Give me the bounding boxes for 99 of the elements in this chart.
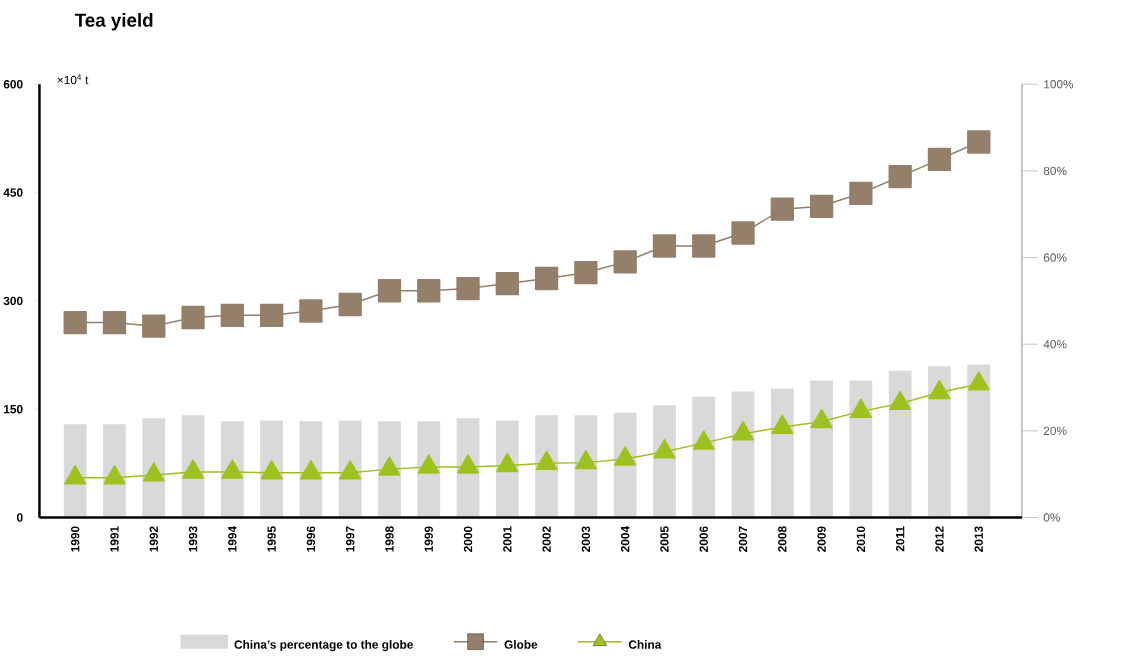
y2-tick-label: 80% [1043,166,1067,175]
bar [692,396,716,518]
x-tick-label: 1992 [149,526,158,552]
point [810,408,833,429]
point [377,279,402,303]
bar [810,380,833,518]
point [299,299,323,323]
y2-tick-label: 40% [1043,339,1067,349]
point [338,292,362,317]
point [260,459,283,480]
x-tick-label: 1995 [267,526,276,552]
point [457,454,480,474]
point [574,449,597,470]
x-tick-label: 1990 [71,526,80,552]
point [889,390,912,410]
legend-label: Globe [504,639,538,649]
point [142,462,165,482]
x-tick-label: 1998 [385,526,394,552]
x-tick-label: 1996 [306,526,316,552]
y-tick-label: 0 [16,513,23,522]
x-tick-label: 2006 [699,526,708,552]
y-tick-label: 450 [3,188,23,197]
y-axis-title: ×10$^{4}$ t [57,74,89,85]
x-tick-label: 1994 [228,525,237,552]
bar [613,412,637,518]
point [339,459,362,480]
point [142,314,166,338]
point [496,452,519,473]
bar [770,388,794,518]
point [102,310,127,335]
chart-title: Tea yield [74,12,153,31]
point [220,303,244,327]
point [181,305,205,330]
x-tick-label: 2004 [620,525,630,552]
point [849,181,873,205]
legend-label: China [628,639,662,649]
x-tick-label: 2002 [542,526,551,552]
point [221,459,244,479]
x-tick-label: 1991 [110,526,119,552]
point [63,310,87,335]
x-tick-label: 2008 [778,526,787,552]
x-tick-label: 1993 [188,526,198,552]
point [103,465,126,485]
x-tick-label: 2007 [738,526,748,552]
point [495,271,519,296]
legend-label: China’s percentage to the globe [234,639,413,652]
y2-tick-label: 60% [1043,253,1067,262]
y2-tick-label: 20% [1043,426,1067,435]
point [692,430,715,450]
point [182,459,205,479]
y-tick-label: 150 [4,404,23,414]
x-tick-label: 1999 [424,526,433,552]
point [535,450,558,470]
bar [731,391,755,518]
point [770,197,794,221]
bar [967,364,991,518]
point [771,414,794,434]
point [927,147,952,171]
x-tick-label: 2009 [817,526,826,552]
point [613,250,637,274]
point [299,459,322,480]
point [534,266,559,291]
point [967,371,990,391]
point [888,164,912,189]
x-tick-label: 2010 [856,526,866,552]
bar [535,415,558,518]
bar [653,405,676,518]
x-tick-label: 2011 [895,526,905,552]
point [653,439,676,459]
point [614,446,637,466]
point [378,456,401,476]
y2-tick-label: 0% [1043,513,1060,522]
point [967,130,991,154]
point [731,221,755,245]
point [64,465,87,485]
point [417,279,441,303]
point [259,303,284,327]
point [574,260,598,285]
bar [888,370,912,518]
point [731,420,755,441]
x-tick-label: 2013 [974,526,983,552]
y-tick-label: 300 [3,296,23,305]
x-tick-label: 2012 [935,526,944,552]
y-tick-label: 600 [3,79,23,89]
point [928,379,951,400]
bar [928,366,951,518]
point [417,454,440,474]
bar [849,380,873,518]
x-tick-label: 2005 [660,526,669,552]
y2-tick-label: 100% [1044,79,1074,89]
point [809,194,834,218]
x-tick-label: 1997 [345,526,355,552]
point [692,234,716,258]
point [849,398,872,418]
x-tick-label: 2000 [463,526,473,552]
point [456,276,480,301]
x-tick-label: 2003 [581,526,591,552]
x-tick-label: 2001 [503,526,512,552]
point [652,234,677,258]
